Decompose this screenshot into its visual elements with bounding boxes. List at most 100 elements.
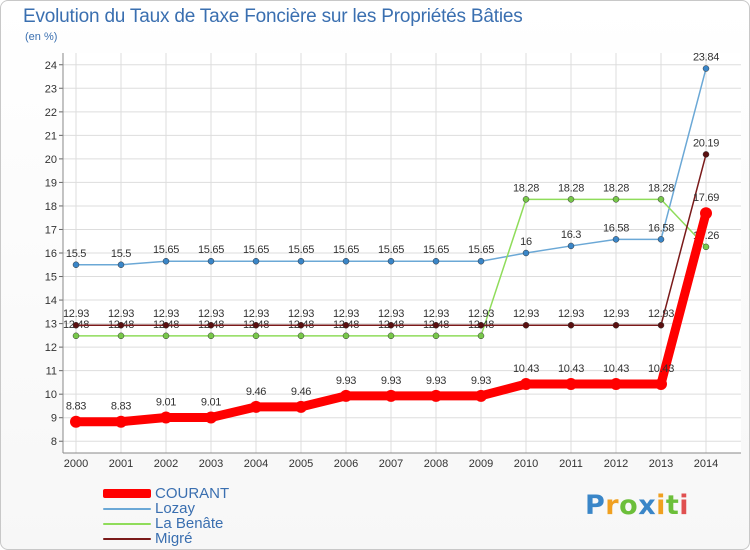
data-point-lozay [297,257,305,265]
data-point-la-ben-te [657,196,665,203]
data-label-courant: 17.69 [693,192,719,204]
data-point-lozay [657,236,665,243]
data-point-la-ben-te [162,332,170,340]
x-tick-label: 2006 [334,458,358,470]
data-point-la-ben-te [117,332,125,340]
data-point-migr- [252,321,260,329]
y-tick-label: 14 [45,295,57,307]
data-point-courant [655,378,667,391]
data-point-migr- [477,321,485,329]
y-tick-label: 21 [45,130,57,142]
data-label-courant: 9.93 [336,375,356,387]
data-point-courant [520,378,532,391]
data-label-la-ben-te: 18.28 [513,182,539,194]
proxiti-logo: Proxiti [585,490,689,521]
data-point-la-ben-te [207,332,215,340]
data-point-lozay [567,242,575,250]
data-point-courant [160,411,172,424]
data-label-migr-: 12.93 [468,308,494,320]
data-label-migr-: 20.19 [693,137,719,149]
data-point-courant [205,411,217,424]
legend-item-lozay: Lozay [103,501,229,516]
data-point-la-ben-te [387,332,395,340]
data-label-lozay: 16.3 [561,229,581,241]
data-label-migr-: 12.93 [288,308,314,320]
data-label-courant: 9.46 [246,386,266,398]
data-label-migr-: 12.93 [333,308,359,320]
logo-letter: t [665,490,680,521]
data-label-lozay: 15.65 [423,244,449,256]
data-point-lozay [522,249,530,257]
data-point-migr- [387,321,395,329]
data-label-migr-: 12.93 [513,308,539,320]
data-point-migr- [432,321,440,329]
data-label-lozay: 15.65 [378,244,404,256]
y-tick-label: 9 [51,413,57,425]
x-tick-label: 2013 [649,458,673,470]
data-point-la-ben-te [477,332,485,340]
y-tick-label: 12 [45,342,57,354]
legend-item-courant: COURANT [103,486,229,501]
x-tick-label: 2002 [154,458,178,470]
data-point-migr- [297,321,305,329]
legend-swatch-migre [103,537,151,540]
x-tick-label: 2011 [559,458,583,470]
data-point-migr- [72,321,80,329]
data-point-lozay [477,257,485,265]
y-tick-label: 23 [45,83,57,95]
y-tick-label: 15 [45,272,57,284]
data-point-la-ben-te [522,196,530,203]
data-label-courant: 8.83 [111,401,131,413]
data-point-lozay [342,257,350,265]
y-tick-label: 8 [51,436,57,448]
data-label-courant: 10.43 [603,363,629,375]
chart-title: Evolution du Taux de Taxe Foncière sur l… [23,6,523,27]
logo-letter: o [619,490,639,521]
data-point-la-ben-te [612,196,620,203]
data-point-lozay [162,257,170,265]
logo-letter: x [638,490,657,521]
data-point-la-ben-te [432,332,440,340]
data-point-migr- [207,321,215,329]
x-tick-label: 2007 [379,458,403,470]
x-tick-label: 2014 [694,458,718,470]
data-point-la-ben-te [252,332,260,340]
y-tick-label: 20 [45,154,57,166]
logo-letter: r [605,490,620,521]
data-point-migr- [612,321,620,329]
data-point-migr- [162,321,170,329]
data-point-courant [385,389,397,402]
data-point-la-ben-te [72,332,80,340]
data-label-courant: 9.01 [201,396,221,408]
data-label-courant: 9.93 [426,375,446,387]
legend-item-la-benate: La Benâte [103,516,229,531]
data-label-lozay: 15.65 [468,244,494,256]
data-point-migr- [342,321,350,329]
data-point-courant [430,389,442,402]
data-label-migr-: 12.93 [198,308,224,320]
data-label-lozay: 15.65 [153,244,179,256]
legend-label-la-benate: La Benâte [155,515,224,532]
data-point-lozay [432,257,440,265]
data-point-courant [115,415,127,428]
data-label-migr-: 12.93 [108,308,134,320]
x-tick-label: 2003 [199,458,223,470]
y-tick-label: 17 [45,224,57,236]
data-point-courant [295,400,307,413]
y-tick-label: 13 [45,319,57,331]
data-label-courant: 8.83 [66,401,86,413]
data-point-lozay [117,261,125,269]
legend-item-migre: Migré [103,531,229,546]
data-label-migr-: 12.93 [558,308,584,320]
logo-letter: i [656,490,666,521]
data-label-courant: 9.93 [381,375,401,387]
data-label-lozay: 16.58 [648,222,674,234]
data-label-lozay: 16 [520,236,532,248]
data-label-courant: 10.43 [513,363,539,375]
legend-swatch-lozay [103,507,151,510]
data-label-migr-: 12.93 [378,308,404,320]
x-tick-label: 2008 [424,458,448,470]
legend-label-lozay: Lozay [155,500,196,517]
x-tick-label: 2004 [244,458,268,470]
